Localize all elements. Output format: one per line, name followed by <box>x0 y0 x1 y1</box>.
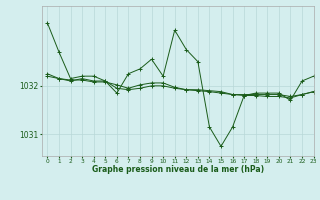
X-axis label: Graphe pression niveau de la mer (hPa): Graphe pression niveau de la mer (hPa) <box>92 165 264 174</box>
